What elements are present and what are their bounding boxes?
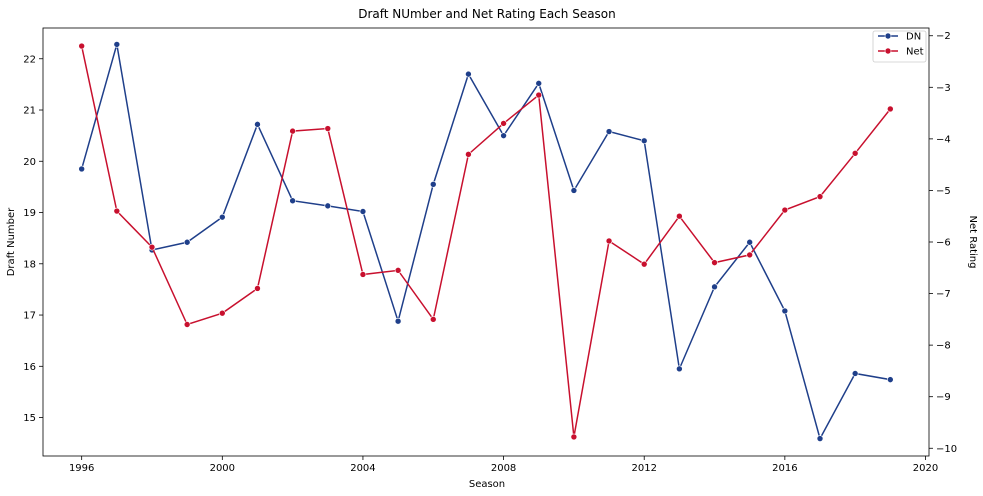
x-tick-label: 2012	[631, 463, 656, 474]
data-point-net	[605, 237, 613, 245]
legend-marker-dn	[884, 32, 892, 40]
chart-title: Draft NUmber and Net Rating Each Season	[358, 7, 616, 21]
x-tick-label: 2016	[772, 463, 797, 474]
data-point-dn	[465, 70, 472, 78]
data-point-net	[289, 127, 296, 135]
y-left-tick-label: 18	[23, 259, 36, 270]
data-point-dn	[78, 165, 85, 173]
y-right-tick-label: −3	[936, 83, 951, 94]
y-left-tick-label: 21	[23, 106, 36, 117]
y-left-tick-label: 15	[23, 413, 36, 424]
data-point-net	[711, 259, 718, 266]
data-point-net	[429, 316, 437, 323]
data-point-net	[394, 267, 402, 274]
data-point-net	[465, 151, 472, 158]
legend: DN Net	[872, 30, 927, 63]
x-ticks: 1996 2000 2004 2008 2012 2016 2020	[69, 456, 938, 474]
x-tick-label: 2000	[210, 463, 235, 474]
data-point-dn	[429, 181, 437, 188]
data-point-dn	[851, 370, 859, 377]
data-point-dn	[359, 208, 367, 215]
data-point-dn	[816, 435, 824, 442]
y-left-tick-label: 22	[23, 54, 36, 65]
data-point-net	[219, 309, 226, 317]
y-left-tick-label: 20	[23, 157, 36, 168]
data-point-dn	[711, 283, 718, 291]
y-right-tick-label: −6	[936, 238, 951, 249]
y-right-tick-label: −2	[936, 31, 951, 42]
data-point-dn	[113, 41, 121, 48]
data-point-dn	[289, 197, 296, 205]
data-point-dn	[324, 202, 332, 210]
series-line-dn	[80, 44, 891, 441]
data-point-dn	[219, 213, 226, 221]
y-right-tick-label: −4	[936, 134, 951, 145]
data-point-net	[359, 271, 367, 278]
y-left-tick-label: 16	[23, 362, 36, 373]
y-right-tick-label: −5	[936, 186, 951, 197]
y-ticks-left: 15 16 17 18 19 20 21 22	[23, 54, 43, 424]
data-point-dn	[640, 137, 648, 145]
x-tick-label: 2004	[350, 463, 375, 474]
data-point-net	[78, 42, 85, 50]
data-point-net	[816, 193, 824, 200]
data-point-net	[254, 285, 261, 292]
y-axis-label-right: Net Rating	[967, 216, 978, 269]
data-point-dn	[500, 132, 507, 139]
data-point-dn	[570, 187, 578, 194]
data-point-net	[183, 321, 191, 328]
x-tick-label: 1996	[69, 463, 94, 474]
series-layer	[78, 41, 894, 442]
data-point-dn	[781, 307, 789, 315]
x-tick-label: 2020	[913, 463, 938, 474]
data-point-net	[148, 243, 156, 251]
data-point-dn	[605, 128, 613, 135]
plot-area	[42, 27, 930, 457]
data-point-net	[324, 125, 332, 132]
data-point-dn	[535, 80, 543, 87]
data-point-net	[887, 105, 894, 113]
data-point-net	[640, 260, 648, 268]
data-point-dn	[746, 238, 753, 246]
y-right-tick-label: −7	[936, 289, 951, 300]
y-right-tick-label: −10	[936, 444, 957, 455]
y-right-tick-label: −8	[936, 341, 951, 352]
data-point-net	[781, 206, 789, 214]
y-left-tick-label: 19	[23, 208, 36, 219]
data-point-net	[570, 433, 578, 441]
data-point-net	[746, 251, 753, 259]
legend-label-net: Net	[906, 47, 924, 58]
series-line-net	[80, 45, 891, 438]
legend-marker-net	[884, 47, 892, 55]
data-point-net	[500, 120, 507, 127]
data-point-net	[851, 150, 859, 157]
data-point-dn	[254, 121, 261, 128]
data-point-net	[113, 207, 121, 215]
data-point-dn	[676, 365, 683, 373]
data-point-net	[676, 212, 683, 220]
data-point-dn	[183, 238, 191, 246]
x-tick-label: 2008	[491, 463, 516, 474]
y-right-tick-label: −9	[936, 392, 951, 403]
data-point-dn	[887, 376, 894, 383]
data-point-dn	[394, 317, 402, 325]
x-axis-label: Season	[469, 479, 505, 490]
y-axis-label-left: Draft Number	[6, 207, 17, 276]
legend-label-dn: DN	[906, 32, 921, 43]
y-left-tick-label: 17	[23, 311, 36, 322]
data-point-net	[535, 91, 543, 99]
y-ticks-right: −10 −9 −8 −7 −6 −5 −4 −3 −2	[929, 31, 957, 455]
